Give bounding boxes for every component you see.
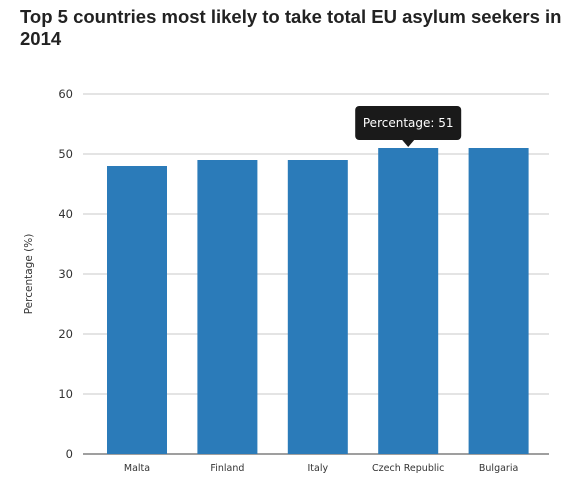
tooltip-text: Percentage: 51 [363,116,454,130]
chart-title: Top 5 countries most likely to take tota… [20,6,562,49]
tooltip: Percentage: 51 [355,106,462,147]
x-category-label: Czech Republic [372,463,444,474]
tooltip-box [355,106,462,140]
y-tick-label: 10 [58,387,73,401]
bar-finland[interactable] [197,160,258,454]
y-tick-label: 30 [58,267,73,281]
x-axis-categories: Malta Finland Italy Czech Republic Bulgaria [124,463,518,474]
tooltip-pointer [402,140,415,147]
x-category-label: Finland [210,463,244,474]
bar-czech-republic[interactable] [378,148,439,454]
bar-bulgaria[interactable] [468,148,529,454]
y-axis-label: Percentage (%) [23,234,35,315]
y-tick-label: 50 [58,147,73,161]
bar-italy[interactable] [287,160,348,454]
bar-malta[interactable] [107,166,167,454]
bars [107,148,529,454]
y-tick-label: 40 [58,207,73,221]
y-axis-ticks: 0 10 20 30 40 50 60 [58,87,73,461]
y-tick-label: 20 [58,327,73,341]
y-tick-label: 0 [66,447,73,461]
y-tick-label: 60 [58,87,73,101]
x-category-label: Bulgaria [479,463,518,474]
x-category-label: Italy [307,463,328,474]
x-category-label: Malta [124,463,150,474]
